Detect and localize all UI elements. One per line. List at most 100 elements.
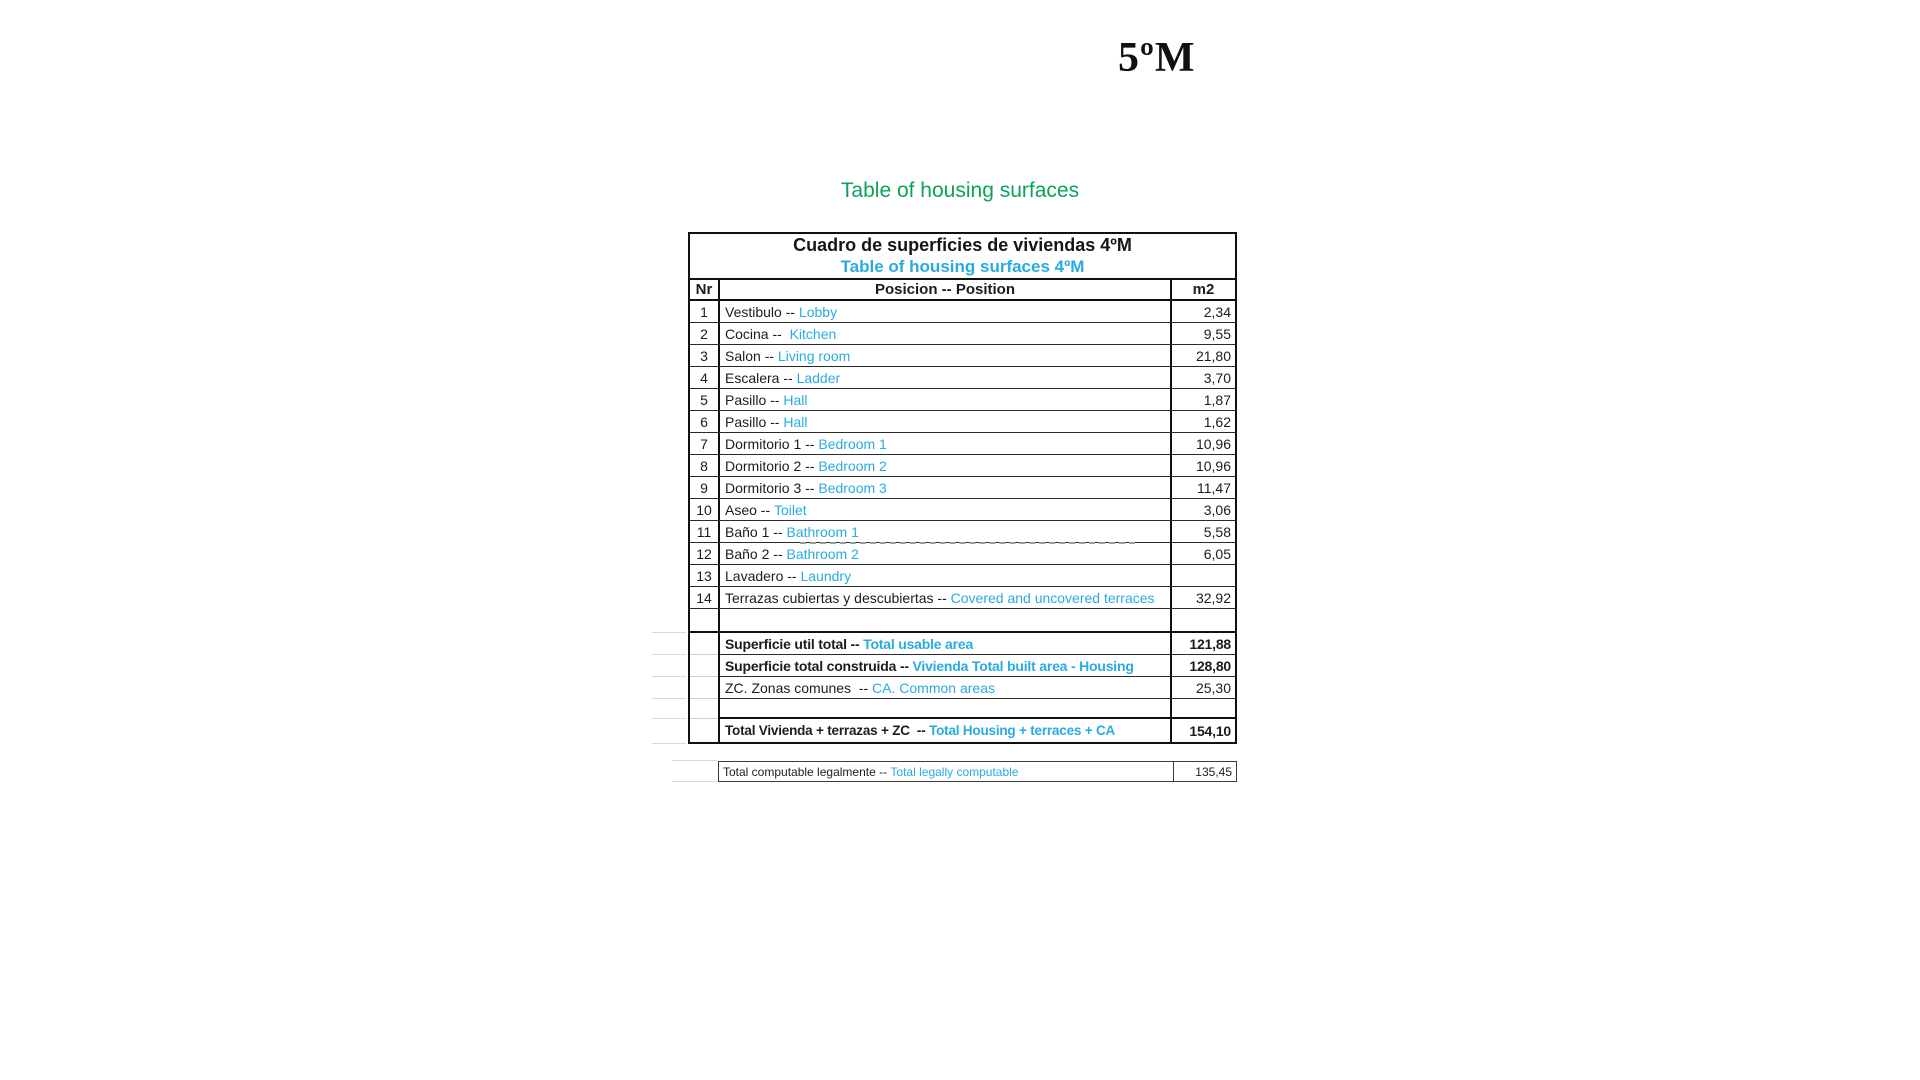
row-nr: 5 bbox=[690, 389, 720, 410]
row-area bbox=[1172, 609, 1235, 631]
header-position: Posicion -- Position bbox=[720, 280, 1172, 299]
row-nr: 12 bbox=[690, 543, 720, 564]
row-position: Dormitorio 3 -- Bedroom 3 bbox=[720, 477, 1172, 498]
total-value: 121,88 bbox=[1170, 633, 1235, 654]
table-title-spanish: Cuadro de superficies de viviendas 4ºM bbox=[793, 235, 1132, 255]
position-en: Ladder bbox=[796, 369, 841, 386]
position-es: Dormitorio 3 -- bbox=[725, 479, 819, 496]
position-es: Cocina -- bbox=[725, 325, 790, 342]
row-area: 21,80 bbox=[1195, 347, 1231, 364]
row-position: Pasillo -- Hall bbox=[720, 389, 1172, 410]
legal-label-es: Total computable legalmente -- bbox=[723, 764, 891, 779]
position-es: Pasillo -- bbox=[725, 391, 784, 408]
row-area bbox=[1172, 565, 1235, 586]
gridline-stub bbox=[652, 698, 686, 699]
table-title-box: Cuadro de superficies de viviendas 4ºM T… bbox=[690, 234, 1235, 280]
gridline-stub bbox=[672, 760, 717, 761]
spacer-row bbox=[720, 699, 1235, 719]
table-row: 7 Dormitorio 1 -- Bedroom 1 10,96 bbox=[690, 433, 1235, 455]
row-position: Baño 1 -- Bathroom 1 bbox=[720, 521, 1172, 542]
row-position: Escalera -- Ladder bbox=[720, 367, 1172, 388]
row-position: Terrazas cubiertas y descubiertas -- Cov… bbox=[720, 587, 1172, 608]
row-position: Dormitorio 1 -- Bedroom 1 bbox=[720, 433, 1172, 454]
total-label-en: Total usable area bbox=[863, 635, 974, 652]
total-value: 25,30 bbox=[1170, 677, 1235, 698]
row-nr: 9 bbox=[690, 477, 720, 498]
position-es: Baño 1 -- bbox=[725, 523, 787, 540]
position-en: Laundry bbox=[800, 567, 852, 584]
row-area: 32,92 bbox=[1195, 589, 1231, 606]
table-row: 5 Pasillo -- Hall 1,87 bbox=[690, 389, 1235, 411]
surfaces-table: Cuadro de superficies de viviendas 4ºM T… bbox=[688, 232, 1237, 633]
row-position: Lavadero -- Laundry bbox=[720, 565, 1172, 586]
total-label-en: CA. Common areas bbox=[872, 679, 995, 696]
total-label-es: ZC. Zonas comunes -- bbox=[725, 679, 873, 696]
row-nr: 10 bbox=[690, 499, 720, 520]
total-value: 128,80 bbox=[1170, 655, 1235, 676]
section-title: Table of housing surfaces bbox=[840, 179, 1080, 202]
gridline-stub bbox=[652, 632, 686, 633]
gridline-stub bbox=[652, 676, 686, 677]
plan-label: 5ºM bbox=[1118, 35, 1196, 81]
table-row: 12 Baño 2 -- Bathroom 2 6,05 bbox=[690, 543, 1235, 565]
table-row: 3 Salon -- Living room 21,80 bbox=[690, 345, 1235, 367]
row-position: Aseo -- Toilet bbox=[720, 499, 1172, 520]
table-row: 13 Lavadero -- Laundry bbox=[690, 565, 1235, 587]
position-es: Pasillo -- bbox=[725, 413, 784, 430]
total-label-es: Superficie total construida -- bbox=[725, 657, 913, 674]
grand-total-row: Total Vivienda + terrazas + ZC -- Total … bbox=[720, 719, 1235, 742]
gridline-stub bbox=[672, 781, 717, 782]
position-en: Bedroom 1 bbox=[818, 435, 887, 452]
row-position bbox=[720, 609, 1172, 631]
header-nr: Nr bbox=[690, 280, 720, 299]
row-position: Dormitorio 2 -- Bedroom 2 bbox=[720, 455, 1172, 476]
totals-left-gutter bbox=[688, 633, 720, 744]
gutter-cell bbox=[690, 633, 718, 655]
table-row: 8 Dormitorio 2 -- Bedroom 2 10,96 bbox=[690, 455, 1235, 477]
table-row: 1 Vestibulo -- Lobby 2,34 bbox=[690, 301, 1235, 323]
row-nr: 8 bbox=[690, 455, 720, 476]
table-title-english: Table of housing surfaces 4ºM bbox=[840, 257, 1085, 276]
total-label: Total Vivienda + terrazas + ZC -- Total … bbox=[720, 719, 1170, 742]
gridline-stub bbox=[652, 743, 686, 744]
position-en: Hall bbox=[783, 413, 808, 430]
row-nr: 4 bbox=[690, 367, 720, 388]
legal-total-label: Total computable legalmente -- Total leg… bbox=[719, 762, 1173, 781]
table-row: 2 Cocina -- Kitchen 9,55 bbox=[690, 323, 1235, 345]
gutter-cell bbox=[690, 677, 718, 699]
row-area: 3,70 bbox=[1203, 369, 1231, 386]
table-row: 10 Aseo -- Toilet 3,06 bbox=[690, 499, 1235, 521]
table-row: 14 Terrazas cubiertas y descubiertas -- … bbox=[690, 587, 1235, 609]
position-en: Bathroom 1 bbox=[786, 523, 859, 540]
row-area: 10,96 bbox=[1195, 435, 1231, 452]
row-nr: 6 bbox=[690, 411, 720, 432]
position-en: Bathroom 2 bbox=[786, 545, 859, 562]
position-es: Escalera -- bbox=[725, 369, 797, 386]
gutter-cell bbox=[690, 699, 718, 719]
row-area: 2,34 bbox=[1203, 303, 1231, 320]
total-value bbox=[1170, 699, 1235, 717]
position-en: Toilet bbox=[774, 501, 807, 518]
total-label-en: Total Housing + terraces + CA bbox=[929, 723, 1116, 738]
total-built-row: Superficie total construida -- Vivienda … bbox=[720, 655, 1235, 677]
total-label bbox=[720, 699, 1170, 717]
row-position: Salon -- Living room bbox=[720, 345, 1172, 366]
table-row: 4 Escalera -- Ladder 3,70 bbox=[690, 367, 1235, 389]
total-label-es: Superficie util total -- bbox=[725, 635, 864, 652]
position-en: Bedroom 3 bbox=[818, 479, 887, 496]
table-header-row: Nr Posicion -- Position m2 bbox=[690, 280, 1235, 301]
totals-table: Superficie util total -- Total usable ar… bbox=[720, 633, 1237, 744]
position-en: Hall bbox=[783, 391, 808, 408]
gridline-stub bbox=[652, 654, 686, 655]
row-area: 3,06 bbox=[1203, 501, 1231, 518]
position-es: Terrazas cubiertas y descubiertas -- bbox=[725, 589, 951, 606]
table-row: 9 Dormitorio 3 -- Bedroom 3 11,47 bbox=[690, 477, 1235, 499]
gutter-cell bbox=[690, 655, 718, 677]
row-area: 11,47 bbox=[1197, 479, 1231, 496]
spacer-row bbox=[690, 609, 1235, 631]
row-nr: 3 bbox=[690, 345, 720, 366]
row-position: Vestibulo -- Lobby bbox=[720, 301, 1172, 322]
position-en: Bedroom 2 bbox=[818, 457, 887, 474]
totals-section: Superficie util total -- Total usable ar… bbox=[688, 633, 1237, 744]
